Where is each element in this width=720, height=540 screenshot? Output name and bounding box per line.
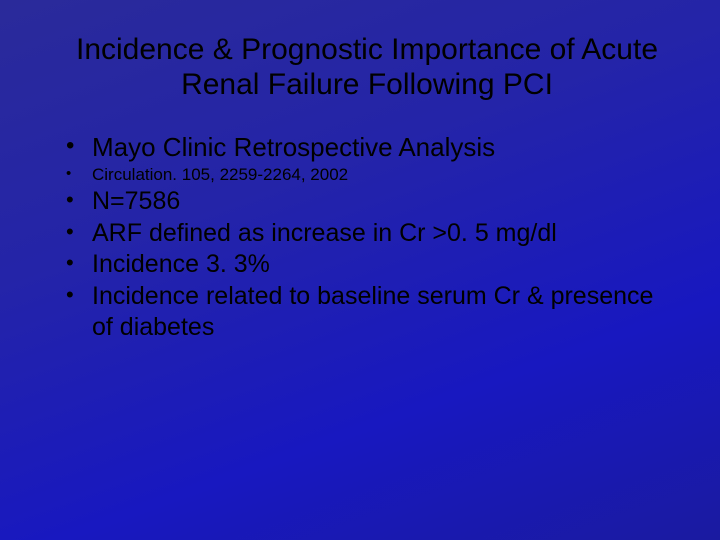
- bullet-item: Mayo Clinic Retrospective Analysis: [62, 131, 672, 164]
- bullet-item: N=7586: [62, 186, 672, 218]
- slide-title: Incidence & Prognostic Importance of Acu…: [62, 32, 672, 103]
- slide: Incidence & Prognostic Importance of Acu…: [0, 0, 720, 540]
- bullet-item: ARF defined as increase in Cr >0. 5 mg/d…: [62, 218, 672, 250]
- bullet-item: Incidence related to baseline serum Cr &…: [62, 281, 672, 344]
- bullet-list: Mayo Clinic Retrospective Analysis Circu…: [62, 131, 672, 344]
- bullet-item: Incidence 3. 3%: [62, 249, 672, 281]
- bullet-item: Circulation. 105, 2259-2264, 2002: [62, 164, 672, 186]
